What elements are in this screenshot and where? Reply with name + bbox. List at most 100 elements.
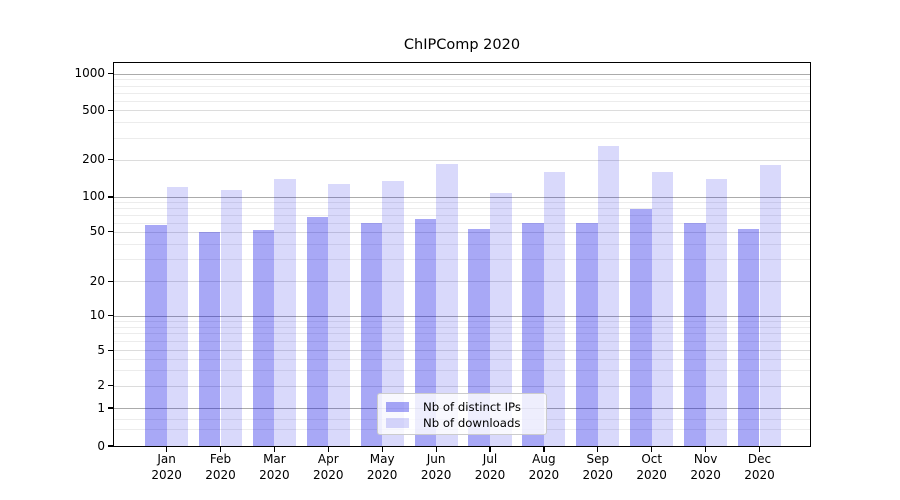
x-tick-mark-oct [651, 447, 653, 452]
x-tick-label-oct: Oct 2020 [636, 452, 667, 482]
bar-nov-distinct-ips [684, 223, 706, 446]
bar-jun-distinct-ips [414, 218, 437, 446]
gridline-10 [114, 315, 810, 317]
bar-sep-downloads [597, 145, 620, 446]
bar-may-downloads [382, 180, 404, 446]
gridline-90 [114, 202, 810, 204]
bar-oct-distinct-ips [630, 209, 652, 446]
x-tick-mark-sep [597, 447, 599, 452]
gridline-80 [114, 208, 810, 210]
bar-feb-downloads [220, 190, 243, 446]
bar-dec-distinct-ips [737, 228, 760, 446]
legend-swatch-distinct-ips [386, 401, 409, 412]
y-tick-label-100: 100 [82, 189, 105, 204]
y-tick-mark-20 [108, 280, 113, 282]
bar-jan-downloads [166, 187, 189, 446]
x-tick-label-jul: Jul 2020 [474, 452, 506, 482]
legend-swatch-downloads [386, 417, 409, 428]
x-tick-label-jan: Jan 2020 [151, 452, 182, 482]
x-tick-label-mar: Mar 2020 [259, 452, 290, 482]
x-tick-label-may: May 2020 [366, 452, 398, 482]
gridline-800 [114, 85, 810, 87]
x-tick-mark-jun [435, 447, 437, 452]
x-tick-mark-apr [327, 447, 329, 452]
x-tick-mark-dec [758, 447, 761, 452]
y-tick-label-50: 50 [89, 224, 105, 239]
gridline-100 [114, 196, 810, 198]
bar-aug-downloads [543, 172, 566, 446]
legend-label-downloads: Nb of downloads [423, 415, 521, 430]
x-tick-label-feb: Feb 2020 [205, 452, 236, 482]
bar-apr-downloads [328, 183, 350, 446]
y-tick-label-500: 500 [82, 102, 105, 117]
bar-may-distinct-ips [360, 222, 383, 446]
bar-jan-distinct-ips [145, 225, 167, 446]
y-tick-mark-1000 [108, 73, 113, 75]
y-tick-mark-0 [108, 445, 113, 447]
bar-sep-distinct-ips [576, 222, 598, 446]
gridline-7 [114, 333, 810, 335]
x-tick-mark-feb [219, 447, 222, 452]
gridline-6 [114, 341, 810, 343]
y-tick-mark-500 [108, 109, 113, 112]
gridline-50 [114, 231, 810, 233]
y-tick-mark-200 [108, 159, 113, 161]
legend-item-distinct-ips: Nb of distinct IPs [386, 399, 539, 414]
x-tick-label-dec: Dec 2020 [744, 452, 775, 482]
gridline-500 [114, 110, 810, 112]
bar-dec-downloads [759, 165, 782, 446]
y-tick-mark-1 [108, 407, 113, 409]
y-tick-label-5: 5 [97, 342, 105, 357]
x-tick-mark-mar [273, 447, 276, 452]
gridline-2 [114, 385, 810, 387]
legend: Nb of distinct IPs Nb of downloads [377, 393, 547, 435]
chart-title: ChIPComp 2020 [403, 37, 521, 53]
gridline-30 [114, 259, 810, 261]
y-tick-mark-10 [108, 315, 113, 317]
y-tick-mark-100 [108, 196, 113, 198]
gridline-40 [114, 243, 810, 245]
y-tick-label-200: 200 [82, 152, 105, 167]
y-tick-label-20: 20 [89, 273, 105, 288]
bar-aug-distinct-ips [522, 222, 544, 446]
gridline-900 [114, 79, 810, 81]
gridline-3 [114, 369, 810, 371]
gridline-70 [114, 214, 810, 216]
y-tick-mark-2 [108, 384, 113, 387]
gridline-200 [114, 159, 810, 161]
gridline-60 [114, 222, 810, 224]
x-tick-mark-may [381, 447, 383, 452]
gridline-300 [114, 137, 810, 139]
y-tick-mark-50 [108, 231, 113, 233]
x-tick-mark-jan [166, 447, 168, 452]
x-tick-label-jun: Jun 2020 [420, 452, 452, 482]
x-tick-mark-nov [705, 447, 707, 452]
bar-mar-distinct-ips [252, 229, 275, 446]
x-tick-label-sep: Sep 2020 [582, 452, 614, 482]
y-tick-mark-5 [108, 349, 113, 351]
x-tick-label-aug: Aug 2020 [528, 452, 560, 482]
x-tick-mark-aug [543, 447, 545, 452]
bar-nov-downloads [705, 178, 728, 446]
gridline-400 [114, 122, 810, 124]
x-tick-mark-jul [489, 447, 491, 452]
gridline-8 [114, 326, 810, 328]
gridline-1000 [114, 73, 810, 75]
gridline-700 [114, 92, 810, 94]
bar-jul-distinct-ips [468, 228, 490, 446]
y-tick-label-1000: 1000 [74, 66, 105, 81]
gridline-4 [114, 358, 810, 360]
gridline-9 [114, 320, 810, 322]
bar-jun-downloads [436, 163, 458, 446]
y-tick-label-10: 10 [89, 308, 105, 323]
bar-oct-downloads [651, 171, 674, 446]
bar-feb-distinct-ips [198, 231, 221, 446]
plot-area [113, 62, 811, 447]
x-tick-label-apr: Apr 2020 [313, 452, 344, 482]
x-tick-label-nov: Nov 2020 [690, 452, 721, 482]
gridline-5 [114, 350, 810, 352]
bar-apr-distinct-ips [306, 217, 329, 446]
bar-mar-downloads [274, 178, 296, 446]
y-tick-label-0: 0 [97, 438, 105, 453]
